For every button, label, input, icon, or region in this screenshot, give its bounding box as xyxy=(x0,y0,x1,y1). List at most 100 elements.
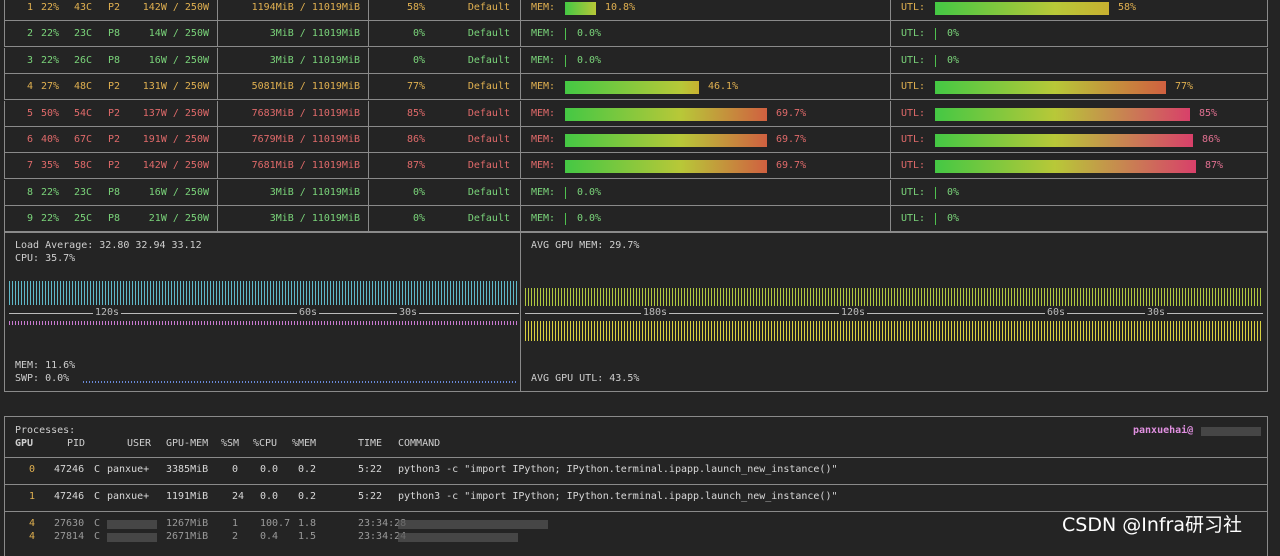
gpu-util: 86% xyxy=(406,134,425,145)
process-gpu-mem: 1191MiB xyxy=(166,491,209,502)
process-pid: 27814 xyxy=(54,531,85,542)
process-user: panxue+ xyxy=(107,491,150,502)
row-divider xyxy=(5,457,1267,458)
gpu-mem-label: MEM: xyxy=(531,2,556,13)
gpu-utl-bar-cell: UTL: 87% xyxy=(891,153,1268,180)
host-time-label-60s: 60s xyxy=(297,307,320,318)
gpu-mode: Default xyxy=(467,134,510,145)
gpu-utl-bar xyxy=(935,81,1166,95)
gpu-utl-label: UTL: xyxy=(901,81,926,93)
gpu-perf: P8 xyxy=(108,54,121,66)
gpu-utl-percent: 0% xyxy=(947,54,960,66)
process-header-user: USER xyxy=(127,438,152,449)
gpu-row: 4 27% 48C P2 131W / 250W 5081MiB / 11019… xyxy=(4,74,1268,101)
user-host: panxuehai@ xyxy=(1133,425,1194,436)
gpu-util: 58% xyxy=(406,2,425,13)
avg-gpu-mem: AVG GPU MEM: 29.7% xyxy=(531,240,640,251)
gpu-utl-label: UTL: xyxy=(901,160,926,172)
mem-graph xyxy=(9,321,519,325)
gpu-row: 1 22% 43C P2 142W / 250W 1194MiB / 11019… xyxy=(4,0,1268,21)
gpu-temp: 25C xyxy=(74,213,93,225)
process-header-pid: PID xyxy=(67,438,86,449)
gpu-mem-bar xyxy=(565,107,767,121)
process-header-command: COMMAND xyxy=(398,438,441,449)
gpu-mem-label: MEM: xyxy=(531,134,556,145)
gpu-util: 87% xyxy=(406,160,425,172)
gpu-mode: Default xyxy=(467,54,510,66)
process-time: 23:34:24 xyxy=(358,531,407,542)
process-pid: 27630 xyxy=(54,518,85,529)
gpu-mem-cell: 7681MiB / 11019MiB xyxy=(218,153,369,180)
gpu-row: 6 40% 67C P2 191W / 250W 7679MiB / 11019… xyxy=(4,127,1268,153)
gpu-summary-panel: AVG GPU MEM: 29.7% 180s 120s 60s 30s AVG… xyxy=(520,232,1268,392)
gpu-utl-label: UTL: xyxy=(901,28,926,40)
gpu-id: 6 xyxy=(27,134,34,145)
process-header-cpu: %CPU xyxy=(253,438,278,449)
gpu-fan: 22% xyxy=(41,54,60,66)
gpu-row: 2 22% 23C P8 14W / 250W 3MiB / 11019MiB … xyxy=(4,21,1268,48)
gpu-power: 21W / 250W xyxy=(148,213,209,225)
gpu-mode: Default xyxy=(467,81,510,93)
gpu-perf: P8 xyxy=(108,186,121,198)
gpu-row: 9 22% 25C P8 21W / 250W 3MiB / 11019MiB … xyxy=(4,206,1268,233)
gpu-mode: Default xyxy=(467,160,510,172)
cpu-percent: CPU: 35.7% xyxy=(15,253,76,264)
gpu-id: 1 xyxy=(27,2,34,13)
gpu-utl-bar xyxy=(935,160,1196,174)
process-sm: 0 xyxy=(232,464,239,475)
process-cpu: 100.7 xyxy=(260,518,291,529)
process-mem: 0.2 xyxy=(298,464,317,475)
process-header-gpu: GPU xyxy=(15,438,34,449)
gpu-util: 0% xyxy=(412,54,425,66)
gpu-mem-percent: 0.0% xyxy=(577,186,602,198)
gpu-power: 16W / 250W xyxy=(148,54,209,66)
gpu-row: 7 35% 58C P2 142W / 250W 7681MiB / 11019… xyxy=(4,153,1268,180)
gpu-mem-usage: 1194MiB / 11019MiB xyxy=(251,2,360,13)
gpu-mode: Default xyxy=(467,186,510,198)
gpu-utl-bar-cell: UTL: 58% xyxy=(891,0,1268,21)
row-divider xyxy=(5,484,1267,485)
process-sm: 2 xyxy=(232,531,239,542)
gpu-mem-label: MEM: xyxy=(531,213,556,225)
gpu-fan: 27% xyxy=(41,81,60,93)
gpu-utl-bar-empty xyxy=(935,186,936,199)
gpu-time-label-120s: 120s xyxy=(839,307,868,318)
gpu-temp: 48C xyxy=(74,81,93,93)
process-gpu: 1 xyxy=(29,491,36,502)
gpu-id: 5 xyxy=(27,107,34,119)
load-average: Load Average: 32.80 32.94 33.12 xyxy=(15,240,202,251)
gpu-util: 85% xyxy=(406,107,425,119)
gpu-utl-bar-cell: UTL: 77% xyxy=(891,74,1268,101)
host-time-label-120s: 120s xyxy=(93,307,122,318)
gpu-mem-cell: 7683MiB / 11019MiB xyxy=(218,100,369,127)
gpu-mode: Default xyxy=(467,213,510,225)
process-gpu-mem: 1267MiB xyxy=(166,518,209,529)
gpu-utl-bar xyxy=(935,107,1190,121)
gpu-mem-cell: 5081MiB / 11019MiB xyxy=(218,74,369,101)
gpu-mem-percent: 0.0% xyxy=(577,28,602,40)
gpu-mem-cell: 7679MiB / 11019MiB xyxy=(218,127,369,153)
gpu-utl-bar-cell: UTL: 0% xyxy=(891,21,1268,48)
gpu-utl-bar-empty xyxy=(935,213,936,226)
process-time: 5:22 xyxy=(358,464,383,475)
redacted-command xyxy=(398,520,548,529)
gpu-temp: 23C xyxy=(74,186,93,198)
host-panel: Load Average: 32.80 32.94 33.12 CPU: 35.… xyxy=(4,232,521,392)
gpu-mem-percent: 46.1% xyxy=(708,81,739,93)
gpu-util-mode-cell: 0% Default xyxy=(369,206,521,233)
gpu-temp: 67C xyxy=(74,134,93,145)
gpu-id: 2 xyxy=(27,28,34,40)
gpu-info-cell: 6 40% 67C P2 191W / 250W xyxy=(4,127,218,153)
process-command: python3 -c "import IPython; IPython.term… xyxy=(398,491,838,502)
gpu-mem-usage: 5081MiB / 11019MiB xyxy=(251,81,360,93)
process-mem: 1.5 xyxy=(298,531,317,542)
gpu-utl-label: UTL: xyxy=(901,107,926,119)
gpu-mem-cell: 3MiB / 11019MiB xyxy=(218,206,369,233)
process-cpu: 0.0 xyxy=(260,464,279,475)
gpu-util-mode-cell: 0% Default xyxy=(369,47,521,74)
gpu-mem-bar-cell: MEM: 69.7% xyxy=(521,127,891,153)
host-time-axis xyxy=(9,313,519,314)
process-header-gpumem: GPU-MEM xyxy=(166,438,209,449)
gpu-mem-bar-empty xyxy=(565,213,566,226)
gpu-mem-label: MEM: xyxy=(531,186,556,198)
